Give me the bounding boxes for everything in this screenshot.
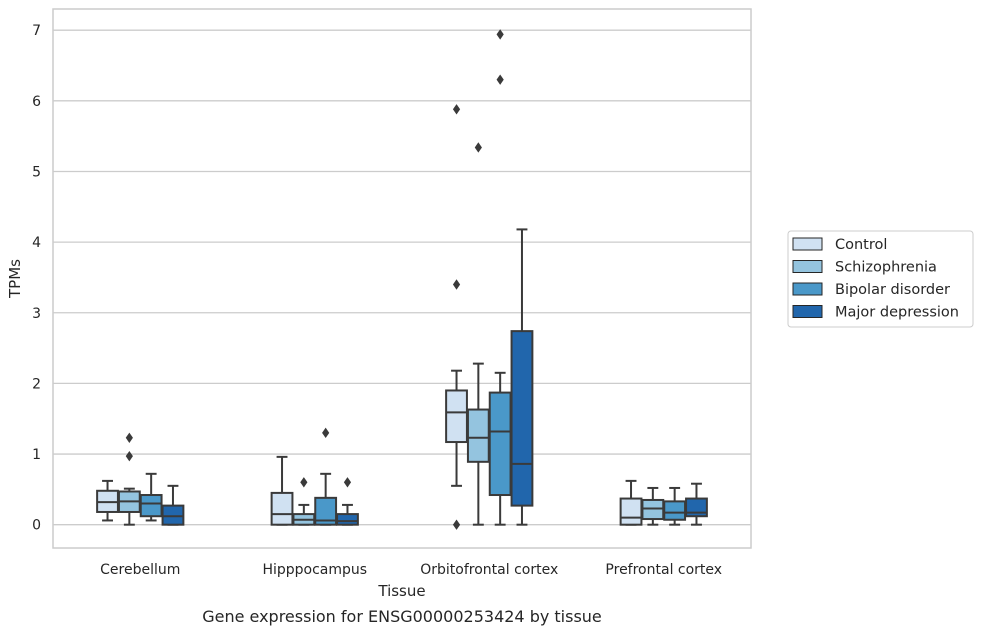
box [161, 504, 185, 526]
outlier-marker [452, 104, 461, 115]
legend-label: Control [835, 237, 887, 253]
box [510, 330, 534, 507]
box-group [445, 104, 468, 530]
y-tick-label: 1 [32, 447, 41, 463]
box [139, 494, 163, 518]
box-group [314, 427, 338, 526]
outlier-marker [125, 432, 133, 443]
chart-caption: Gene expression for ENSG00000253424 by t… [202, 607, 602, 626]
box [641, 498, 665, 521]
legend: Control Schizophrenia Bipolar disorder Majo… [787, 230, 974, 328]
box-group [488, 29, 512, 526]
outlier-marker [125, 450, 133, 462]
outlier-marker [322, 427, 330, 439]
boxes [96, 29, 708, 530]
y-tick-label: 7 [32, 23, 41, 39]
x-axis-label: Tissue [377, 582, 425, 600]
box [336, 513, 359, 526]
box [466, 408, 490, 463]
box-group [270, 455, 294, 526]
x-tick-label: Prefrontal cortex [605, 562, 722, 578]
legend-label: Bipolar disorder [835, 282, 950, 298]
legend-swatch [792, 282, 823, 296]
box-group [466, 142, 490, 526]
legend-swatch [792, 260, 823, 273]
legend-swatch [792, 237, 823, 251]
box [619, 497, 643, 526]
box-group [641, 486, 665, 526]
y-tick-label: 4 [32, 235, 41, 251]
box-group [292, 477, 316, 526]
y-tick-label: 6 [32, 94, 41, 110]
box [314, 496, 338, 526]
legend-swatch [792, 305, 823, 318]
box-group [336, 477, 359, 526]
box-group [139, 472, 163, 522]
box-group [117, 432, 141, 526]
x-tick-label: Cerebellum [100, 562, 180, 578]
outlier-marker [496, 29, 504, 40]
box [270, 491, 294, 526]
y-tick-label: 5 [32, 164, 41, 180]
outlier-marker [474, 142, 482, 153]
box-group [161, 484, 185, 526]
box [445, 389, 468, 444]
box [488, 391, 512, 497]
outlier-marker [343, 477, 352, 488]
box-group [685, 482, 708, 526]
plot-frame [52, 8, 752, 549]
outlier-marker [452, 519, 461, 530]
gridlines [53, 29, 751, 526]
x-tick-labels: Cerebellum Hipppocampus Orbitofrontal cort… [100, 562, 722, 578]
outlier-marker [300, 477, 308, 488]
outlier-marker [496, 74, 504, 85]
box [663, 500, 687, 521]
y-tick-labels: 0 1 2 3 4 5 6 7 [32, 23, 41, 533]
legend-frame [787, 230, 974, 328]
y-tick-label: 2 [32, 376, 41, 392]
box-group [663, 486, 687, 526]
legend-label: Major depression [835, 305, 959, 321]
y-axis-label: TPMs [6, 259, 24, 299]
legend-label: Schizophrenia [835, 260, 937, 276]
y-tick-label: 3 [32, 306, 41, 322]
box-group [619, 479, 643, 526]
x-tick-label: Orbitofrontal cortex [420, 562, 558, 578]
outlier-marker [452, 279, 461, 290]
box-group [96, 479, 119, 522]
box-group [510, 228, 534, 526]
y-tick-label: 0 [32, 518, 41, 534]
x-tick-label: Hipppocampus [262, 562, 367, 578]
